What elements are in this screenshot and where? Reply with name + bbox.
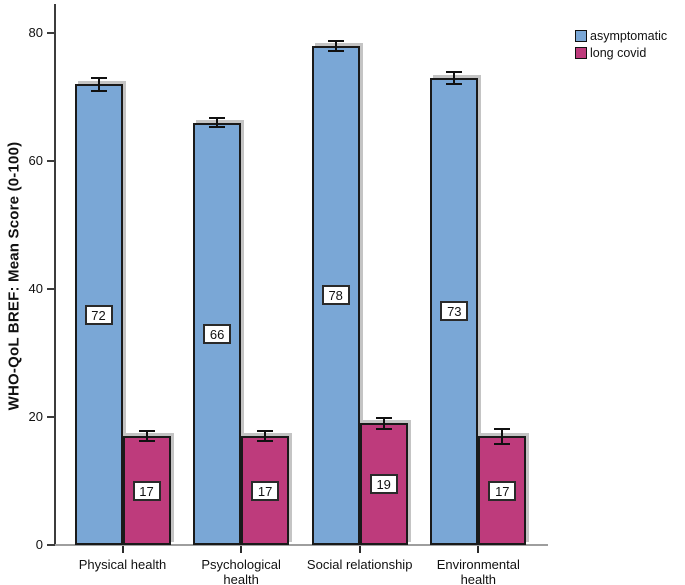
legend-entry: asymptomatic [575, 29, 667, 43]
bar-value-label: 17 [132, 480, 161, 501]
bar-value-label: 72 [84, 304, 113, 325]
x-axis-line [55, 544, 548, 546]
y-axis-tick-label: 0 [35, 537, 43, 552]
bar-value-label: 19 [369, 474, 398, 495]
error-bar-cap-top [90, 76, 107, 79]
y-axis-tick [47, 416, 55, 418]
bar-value-label: 73 [440, 301, 469, 322]
error-bar-cap-top [209, 117, 226, 120]
y-axis-tick-label: 80 [28, 25, 43, 40]
error-bar-line [453, 72, 456, 84]
error-bar-cap-bottom [446, 82, 463, 85]
error-bar-line [334, 40, 337, 51]
x-axis-category-label-line: Social relationship [306, 557, 413, 572]
legend: asymptomatic long covid [575, 29, 667, 63]
error-bar-cap-top [257, 430, 274, 433]
x-axis-category-label-line: health [223, 572, 259, 585]
y-axis-tick [47, 32, 55, 34]
y-axis-tick [47, 544, 55, 546]
legend-entry: long covid [575, 46, 667, 60]
x-axis-category-label: Social relationship [290, 557, 430, 572]
bar-value-label: 17 [488, 480, 517, 501]
error-bar-cap-top [446, 71, 463, 74]
error-bar-cap-top [138, 430, 155, 433]
error-bar-line [145, 431, 148, 442]
error-bar-cap-bottom [375, 428, 392, 431]
error-bar-line [382, 417, 385, 430]
y-axis-tick [47, 160, 55, 162]
error-bar-cap-bottom [90, 89, 107, 92]
legend-label: long covid [590, 46, 647, 60]
y-axis-tick-label: 60 [28, 153, 43, 168]
bar-long-covid [122, 436, 171, 545]
x-axis-category-label: Environmental health [408, 557, 548, 585]
error-bar-cap-bottom [209, 126, 226, 129]
x-axis-category-label-line: Environmental [436, 557, 520, 572]
x-axis-category-label: Psychological health [171, 557, 311, 585]
x-axis-category-label-line: health [460, 572, 496, 585]
bar-value-label: 17 [251, 480, 280, 501]
x-axis-category-label: Physical health [53, 557, 193, 572]
error-bar-cap-top [375, 416, 392, 419]
error-bar-cap-bottom [257, 440, 274, 443]
y-axis-tick [47, 288, 55, 290]
x-axis-tick [240, 546, 243, 553]
x-axis-tick [477, 546, 480, 553]
error-bar-line [501, 428, 504, 444]
bar-value-label: 66 [203, 323, 232, 344]
error-bar-line [216, 118, 219, 128]
error-bar-line [97, 77, 100, 91]
error-bar-cap-bottom [327, 49, 344, 52]
bar-value-label: 78 [321, 285, 350, 306]
x-axis-tick [358, 546, 361, 553]
legend-swatch-long-covid [575, 47, 587, 59]
y-axis-line [54, 4, 56, 546]
error-bar-cap-bottom [494, 442, 511, 445]
y-axis-title: WHO-QoL BREF: Mean Score (0-100) [5, 141, 23, 411]
error-bar-cap-top [327, 39, 344, 42]
error-bar-cap-bottom [138, 440, 155, 443]
y-axis-tick-label: 40 [28, 281, 43, 296]
x-axis-category-label-line: Physical health [78, 557, 167, 572]
error-bar-cap-top [494, 427, 511, 430]
error-bar-line [264, 431, 267, 442]
x-axis-tick [121, 546, 124, 553]
legend-swatch-asymptomatic [575, 30, 587, 42]
y-axis-tick-label: 20 [28, 409, 43, 424]
legend-label: asymptomatic [590, 29, 668, 43]
x-axis-category-label-line: Psychological [201, 557, 281, 572]
